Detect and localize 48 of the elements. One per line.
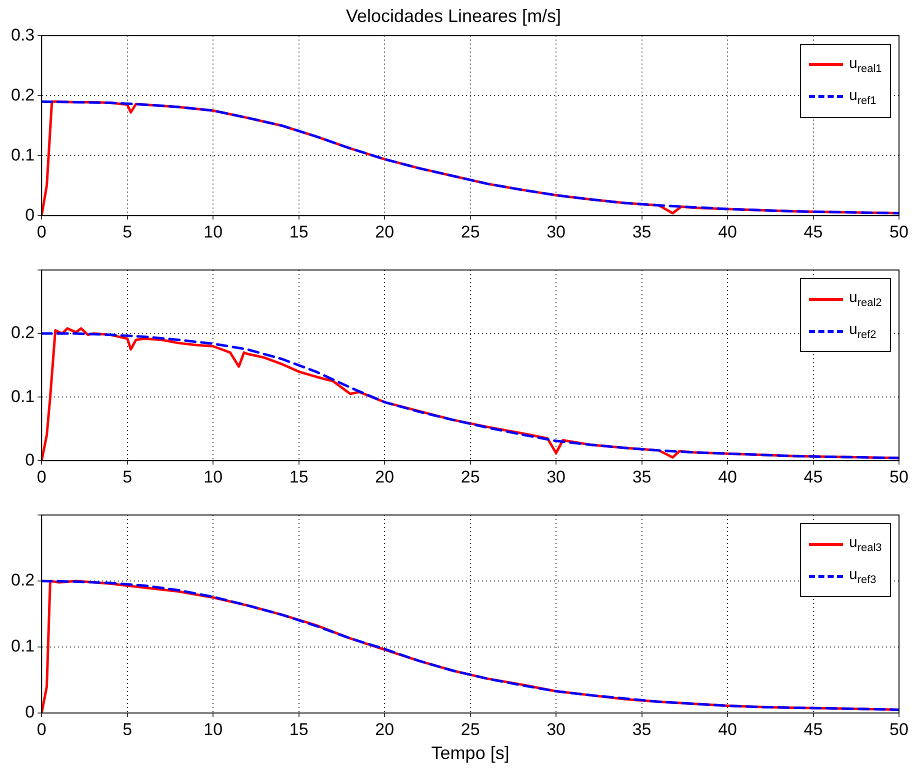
legend-label: u$_{real2}$ bbox=[849, 289, 882, 309]
legend-label: u$_{ref3}$ bbox=[849, 566, 876, 586]
x-tick-label: 40 bbox=[718, 720, 737, 739]
x-tick-label: 45 bbox=[804, 222, 823, 242]
x-tick-label: 20 bbox=[375, 720, 394, 739]
x-tick-label: 15 bbox=[289, 222, 308, 242]
y-tick-label: 0 bbox=[25, 702, 35, 722]
x-tick-label: 10 bbox=[204, 720, 223, 739]
x-tick-label: 35 bbox=[632, 467, 652, 486]
y-tick-label: 0.2 bbox=[10, 570, 35, 590]
x-tick-label: 30 bbox=[546, 467, 566, 486]
x-tick-label: 40 bbox=[718, 467, 737, 486]
x-tick-label: 5 bbox=[122, 720, 132, 739]
x-tick-label: 50 bbox=[890, 467, 908, 486]
y-tick-label: 0.1 bbox=[10, 145, 35, 164]
y-tick-label: 0.3 bbox=[10, 25, 35, 44]
x-tick-label: 25 bbox=[460, 467, 480, 486]
x-tick-label: 30 bbox=[546, 222, 566, 242]
y-tick-label: 0.2 bbox=[10, 323, 35, 342]
x-tick-label: 50 bbox=[890, 222, 908, 242]
x-tick-label: 20 bbox=[375, 467, 394, 486]
x-tick-label: 15 bbox=[289, 720, 308, 739]
x-tick-label: 35 bbox=[632, 720, 652, 739]
legend-label: u$_{ref2}$ bbox=[849, 321, 876, 341]
x-axis-title: Tempo [s] bbox=[431, 743, 510, 764]
x-tick-label: 5 bbox=[122, 222, 132, 242]
legend-label: u$_{real1}$ bbox=[849, 54, 882, 75]
y-tick-label: 0 bbox=[25, 205, 35, 224]
x-tick-label: 45 bbox=[804, 720, 823, 739]
x-tick-label: 35 bbox=[632, 222, 652, 242]
x-tick-label: 30 bbox=[546, 720, 566, 739]
x-tick-label: 25 bbox=[460, 720, 480, 739]
y-tick-label: 0 bbox=[25, 450, 35, 470]
x-tick-label: 20 bbox=[375, 222, 394, 242]
legend-label: u$_{ref1}$ bbox=[849, 86, 876, 107]
y-tick-label: 0.1 bbox=[10, 386, 35, 406]
x-tick-label: 45 bbox=[804, 467, 823, 486]
x-tick-label: 25 bbox=[460, 222, 480, 242]
x-tick-label: 10 bbox=[204, 467, 223, 486]
x-tick-label: 5 bbox=[122, 467, 132, 486]
y-tick-label: 0.1 bbox=[10, 636, 35, 656]
y-tick-label: 0.2 bbox=[10, 85, 35, 104]
x-tick-label: 50 bbox=[890, 720, 908, 739]
x-tick-label: 10 bbox=[204, 222, 223, 242]
chart-title: Velocidades Lineares [m/s] bbox=[346, 6, 562, 26]
x-tick-label: 15 bbox=[289, 467, 308, 486]
legend-label: u$_{real3}$ bbox=[849, 534, 882, 554]
x-tick-label: 40 bbox=[718, 222, 737, 242]
